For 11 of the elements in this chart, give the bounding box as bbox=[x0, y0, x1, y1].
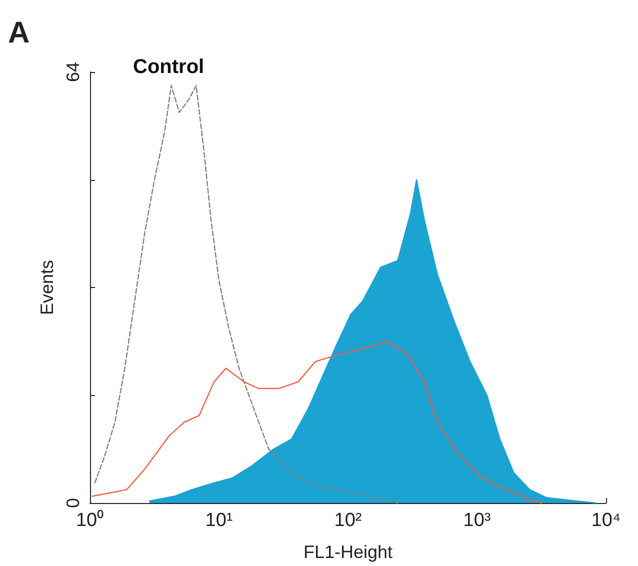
x-tick-label: 10³ bbox=[463, 510, 491, 531]
x-tick-label: 10² bbox=[334, 510, 362, 531]
x-tick-label: 10⁰ bbox=[76, 509, 104, 531]
y-tick-label: 64 bbox=[63, 62, 83, 82]
chart-title: Control bbox=[133, 56, 204, 78]
y-tick-label: 0 bbox=[63, 498, 83, 508]
text: A bbox=[8, 16, 30, 50]
x-tick-label: 10¹ bbox=[205, 510, 233, 531]
x-axis-title: FL1-Height bbox=[303, 542, 393, 562]
y-axis-title: Events bbox=[37, 260, 57, 316]
x-tick-label: 10⁴ bbox=[591, 510, 621, 531]
